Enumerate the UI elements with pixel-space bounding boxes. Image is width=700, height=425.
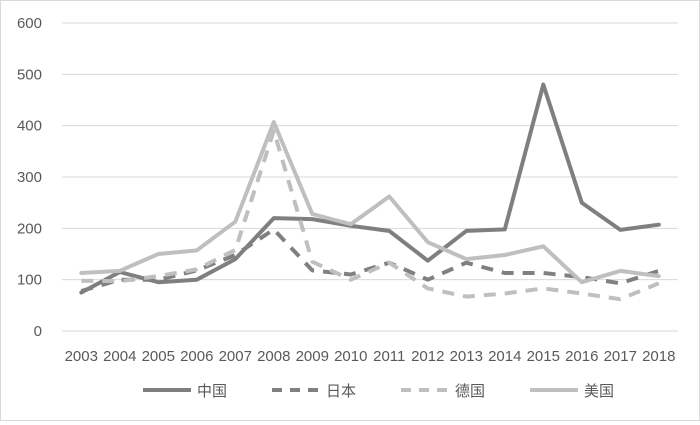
series-line-3 xyxy=(81,128,660,302)
y-tick-label-100: 100 xyxy=(17,272,42,289)
x-axis-ticks: 2003 2004 2005 2006 2007 2008 2009 2010 2011 2012… xyxy=(65,348,676,365)
x-tick-label-2014: 2014 xyxy=(488,348,521,365)
x-tick-label-2003: 2003 xyxy=(65,348,98,365)
x-tick-label-2012: 2012 xyxy=(411,348,444,365)
legend-label-3: 德国 xyxy=(455,382,485,400)
legend-label-1: 中国 xyxy=(197,383,227,400)
y-tick-label-200: 200 xyxy=(17,220,42,237)
x-tick-label-2017: 2017 xyxy=(604,348,637,365)
legend-label-4: 美国 xyxy=(584,383,614,400)
x-tick-label-2013: 2013 xyxy=(450,348,483,365)
x-tick-label-2018: 2018 xyxy=(642,348,675,365)
y-tick-label-400: 400 xyxy=(17,118,42,135)
x-tick-label-2005: 2005 xyxy=(142,348,175,365)
y-tick-label-600: 600 xyxy=(17,15,42,32)
gridlines xyxy=(62,22,678,332)
x-tick-label-2004: 2004 xyxy=(103,348,136,365)
series-line-2 xyxy=(80,227,660,293)
series-line-1 xyxy=(79,82,661,295)
x-tick-label-2010: 2010 xyxy=(334,348,367,365)
x-tick-label-2016: 2016 xyxy=(565,348,598,365)
series-line-4 xyxy=(79,120,661,285)
x-tick-label-2015: 2015 xyxy=(527,348,560,365)
x-tick-label-2011: 2011 xyxy=(373,348,405,365)
x-tick-label-2009: 2009 xyxy=(296,348,329,365)
y-tick-label-300: 300 xyxy=(17,169,42,186)
y-tick-label-0: 0 xyxy=(34,323,42,340)
x-tick-label-2008: 2008 xyxy=(257,348,290,365)
y-tick-label-500: 500 xyxy=(17,66,42,83)
x-tick-label-2007: 2007 xyxy=(219,348,252,365)
x-tick-label-2006: 2006 xyxy=(180,348,213,365)
legend-label-2: 日本 xyxy=(326,383,356,400)
series-lines xyxy=(79,82,661,302)
y-axis-ticks: 0 100 200 300 400 500 600 xyxy=(17,15,42,340)
legend: 中国 日本 德国 美国 xyxy=(143,382,614,400)
